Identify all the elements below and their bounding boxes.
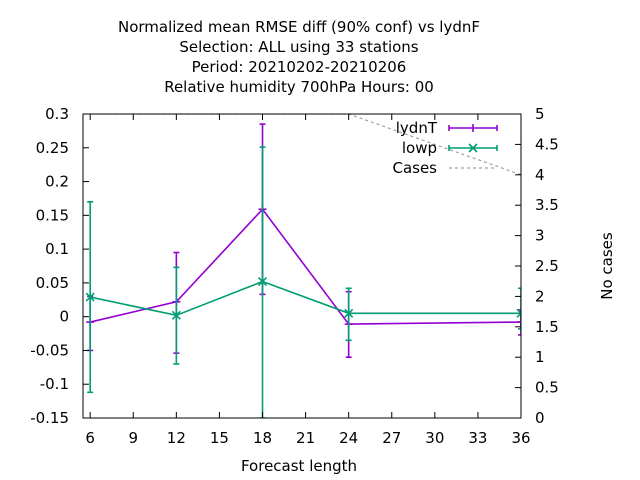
y2-tick-label: 4.5 [535, 135, 559, 153]
legend-label: Cases [392, 159, 437, 177]
series-Cases [90, 114, 521, 176]
plot-area [85, 114, 521, 418]
x-tick-label: 6 [85, 429, 95, 447]
series-line [90, 114, 521, 176]
data-point [257, 276, 268, 287]
data-point [344, 308, 354, 318]
series-line [89, 208, 521, 325]
series-line [90, 280, 521, 317]
x-tick-label: 30 [425, 429, 444, 447]
y2-axis-label: No cases [598, 232, 616, 300]
x-tick-label: 33 [468, 429, 487, 447]
x-tick-label: 24 [339, 429, 358, 447]
y2-tick-label: 2.5 [535, 257, 559, 275]
x-tick-label: 36 [511, 429, 530, 447]
legend-marker [468, 143, 478, 153]
y2-tick-label: 2 [535, 287, 545, 305]
y-tick-label: -0.15 [30, 409, 69, 427]
y2-tick-label: 1.5 [535, 318, 559, 336]
y-tick-label: 0.05 [36, 274, 69, 292]
legend: lydnT lowp Cases [392, 119, 498, 177]
y-tick-label: 0 [59, 308, 69, 326]
axis-ticks: 6 9 12 15 18 21 24 27 30 33 36-0.15-0.1-0.0500.050… [30, 105, 559, 447]
legend-label: lydnT [396, 119, 438, 137]
y2-tick-label: 3.5 [535, 196, 559, 214]
title-line: Selection: ALL using 33 stations [179, 38, 418, 56]
y2-tick-label: 3 [535, 227, 545, 245]
x-tick-label: 21 [296, 429, 315, 447]
y-tick-label: 0.1 [45, 240, 69, 258]
data-point [171, 310, 181, 320]
data-point [516, 312, 521, 318]
y2-tick-label: 4 [535, 166, 545, 184]
y2-tick-label: 0 [535, 409, 545, 427]
x-tick-label: 15 [210, 429, 229, 447]
y-tick-label: 0.25 [36, 139, 69, 157]
x-tick-label: 12 [167, 429, 186, 447]
legend-label: lowp [402, 139, 437, 157]
data-point [516, 308, 521, 315]
x-tick-label: 27 [382, 429, 401, 447]
y-tick-label: 0.15 [36, 206, 69, 224]
y-tick-label: 0.2 [45, 173, 69, 191]
chart-title: Normalized mean RMSE diff (90% conf) vs … [118, 18, 480, 96]
series-lowp [85, 146, 521, 418]
x-tick-label: 18 [253, 429, 272, 447]
x-tick-label: 9 [128, 429, 138, 447]
y2-tick-label: 0.5 [535, 379, 559, 397]
plot-frame [82, 113, 522, 419]
data-point [85, 292, 95, 302]
series-lydnT [86, 123, 521, 359]
y-tick-label: -0.1 [40, 375, 69, 393]
y-tick-label: -0.05 [30, 341, 69, 359]
y2-tick-label: 5 [535, 105, 545, 123]
title-line: Relative humidity 700hPa Hours: 00 [164, 78, 434, 96]
x-axis-label: Forecast length [241, 457, 357, 475]
title-line: Normalized mean RMSE diff (90% conf) vs … [118, 18, 480, 36]
y2-tick-label: 1 [535, 348, 545, 366]
y-tick-label: 0.3 [45, 105, 69, 123]
title-line: Period: 20210202-20210206 [192, 58, 407, 76]
